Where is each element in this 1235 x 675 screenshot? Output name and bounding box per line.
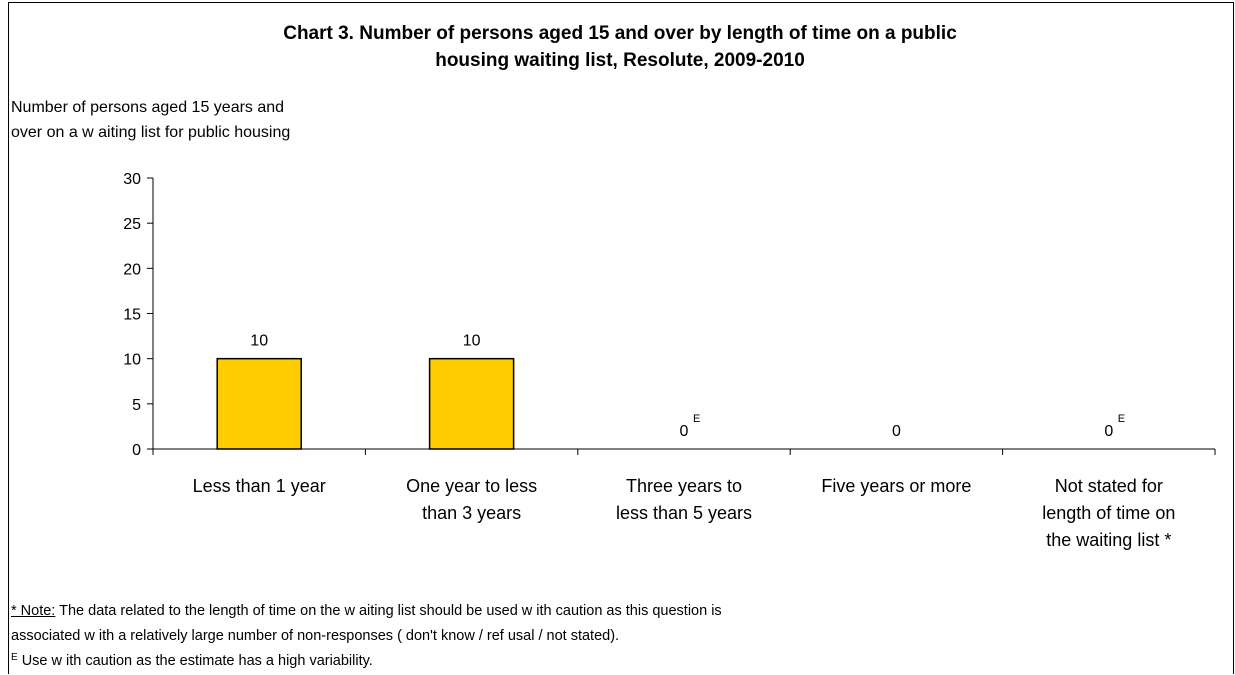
x-category-label: the waiting list * [1046, 530, 1171, 550]
y-axis-label-line-2: over on a w aiting list for public housi… [11, 124, 291, 141]
x-category-label: length of time on [1042, 503, 1175, 523]
y-tick-label: 15 [123, 307, 141, 324]
chart-title-line-1: Chart 3. Number of persons aged 15 and o… [283, 23, 957, 44]
note-text: The data related to the length of time o… [55, 603, 722, 619]
chart-title: Chart 3. Number of persons aged 15 and o… [100, 20, 1140, 74]
y-axis-label-line-1: Number of persons aged 15 years and [11, 99, 285, 116]
y-axis-label: Number of persons aged 15 years and over… [11, 95, 290, 145]
y-tick-label: 30 [123, 171, 141, 188]
data-label: 10 [463, 333, 481, 350]
y-tick-label: 25 [123, 216, 141, 233]
y-tick-label: 20 [123, 261, 141, 278]
e-note-text: Use w ith caution as the estimate has a … [17, 653, 373, 669]
chart-notes: * Note: The data related to the length o… [11, 599, 722, 675]
data-label: 0 [680, 423, 689, 440]
note-heading: * Note: [11, 603, 56, 619]
note-line-2: associated w ith a relatively large numb… [11, 628, 620, 644]
bar [216, 357, 302, 450]
note-line-3: E Use w ith caution as the estimate has … [11, 649, 722, 675]
bar-chart: 0 5 10 15 20 25 30 10 Less than 1 year 10 One year… [123, 171, 1216, 550]
x-category-label: Five years or more [821, 476, 971, 496]
x-category-label: Not stated for [1055, 476, 1163, 496]
y-tick-label: 10 [123, 352, 141, 369]
x-category-label: less than 5 years [616, 503, 752, 523]
data-label-flag: E [1118, 413, 1125, 425]
x-category-label: than 3 years [422, 503, 521, 523]
bar [428, 357, 515, 450]
e-marker: E [11, 652, 18, 663]
data-label: 0 [892, 423, 901, 440]
data-label: 10 [250, 333, 268, 350]
y-tick-label: 5 [132, 397, 141, 414]
chart-frame [8, 2, 1234, 674]
data-label: 0 [1104, 423, 1113, 440]
x-category-label: One year to less [406, 476, 537, 496]
chart-title-line-2: housing waiting list, Resolute, 2009-201… [435, 50, 805, 71]
x-category-label: Three years to [626, 476, 742, 496]
y-tick-label: 0 [132, 442, 141, 459]
note-line-1: * Note: The data related to the length o… [11, 599, 722, 624]
data-label-flag: E [693, 413, 700, 425]
x-category-label: Less than 1 year [193, 476, 326, 496]
